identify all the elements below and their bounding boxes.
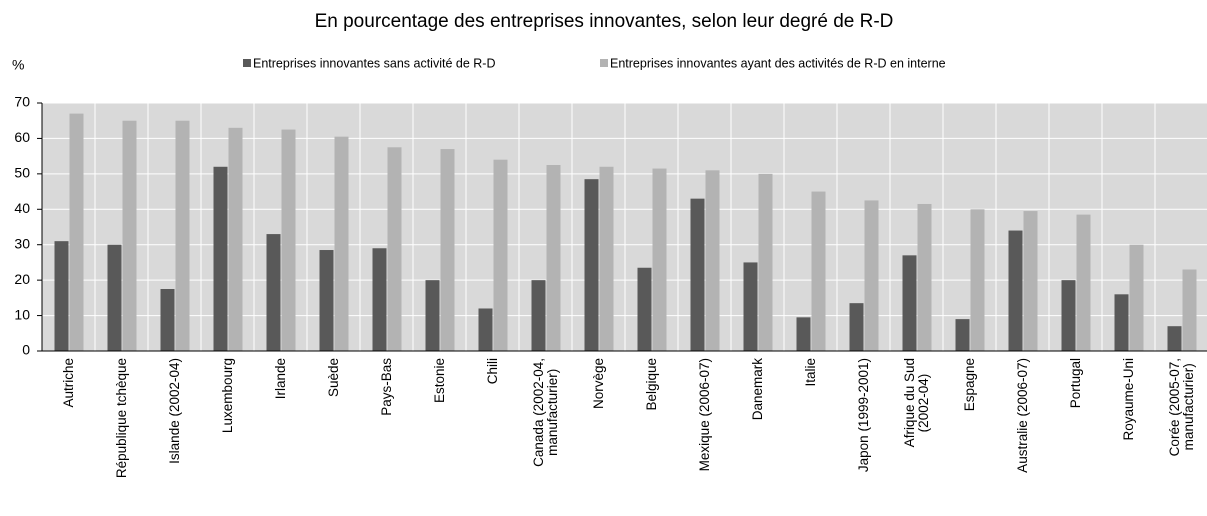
bar (758, 173, 773, 351)
y-tick-label: 50 (14, 165, 30, 181)
x-tick-label: Danemark (749, 358, 765, 421)
bar (902, 255, 917, 351)
y-axis-label: % (12, 57, 24, 73)
bar (1061, 280, 1076, 351)
bar (1114, 294, 1129, 351)
x-tick-label: Italie (802, 358, 818, 387)
legend-label: Entreprises innovantes sans activité de … (253, 56, 495, 70)
bar (705, 170, 720, 351)
x-tick-label: Canada (2002-04, manufacturier) (530, 358, 560, 467)
bar (917, 203, 932, 351)
x-tick-label: Japon (1999-2001) (855, 358, 871, 473)
bar (228, 127, 243, 351)
x-tick-label: Luxembourg (219, 358, 235, 434)
x-tick-label: Belgique (643, 358, 659, 411)
bar (266, 234, 281, 351)
x-tick-label: Espagne (961, 358, 977, 412)
x-tick-label: Suède (325, 358, 341, 398)
bar (440, 149, 455, 351)
bar (175, 120, 190, 351)
x-tick-label: Australie (2006-07) (1014, 358, 1030, 473)
bar (1182, 269, 1197, 351)
bar (281, 129, 296, 351)
bar (584, 179, 599, 351)
bar (478, 308, 493, 351)
bar (334, 136, 349, 351)
y-tick-label: 0 (22, 342, 30, 358)
bar (652, 168, 667, 351)
x-tick-label: Chili (484, 358, 500, 385)
legend-label: Entreprises innovantes ayant des activit… (610, 56, 946, 70)
bar (1008, 230, 1023, 351)
bar (1167, 326, 1182, 351)
x-tick-label: Estonie (431, 358, 447, 404)
bar (213, 166, 228, 351)
x-tick-label: Norvège (590, 358, 606, 410)
y-tick-label: 30 (14, 235, 30, 251)
x-tick-label: Pays-Bas (378, 358, 394, 416)
x-tick-label: Royaume-Uni (1120, 358, 1136, 441)
bar (849, 303, 864, 351)
x-tick-label: Mexique (2006-07) (696, 358, 712, 472)
bar (1023, 211, 1038, 351)
y-tick-label: 10 (14, 306, 30, 322)
x-tick-label: Afrique du Sud (2002-04) (901, 358, 931, 448)
bar (160, 289, 175, 351)
bar (387, 147, 402, 351)
bar (599, 166, 614, 351)
x-tick-label: Corée (2005-07, manufacturier) (1166, 358, 1196, 457)
bar (54, 241, 69, 351)
y-tick-label: 70 (14, 94, 30, 110)
bar (319, 250, 334, 351)
bar (546, 165, 561, 351)
bar (811, 191, 826, 351)
x-tick-label: Irlande (272, 358, 288, 400)
bar (372, 248, 387, 351)
bar (970, 209, 985, 351)
legend-swatch (243, 59, 251, 67)
bar (637, 267, 652, 351)
bar (690, 198, 705, 351)
chart-title: En pourcentage des entreprises innovante… (315, 11, 894, 32)
bar (955, 319, 970, 351)
x-tick-label: Islande (2002-04) (166, 358, 182, 464)
y-tick-label: 60 (14, 129, 30, 145)
bar (1076, 214, 1091, 351)
bar (493, 159, 508, 351)
bar (122, 120, 137, 351)
y-tick-label: 20 (14, 271, 30, 287)
bar (69, 113, 84, 351)
bar (1129, 244, 1144, 351)
x-tick-label: Autriche (60, 358, 76, 408)
bar (796, 317, 811, 351)
x-tick-label: République tchèque (113, 358, 129, 479)
y-tick-label: 40 (14, 200, 30, 216)
legend-swatch (600, 59, 608, 67)
bar (107, 244, 122, 351)
bar (864, 200, 879, 351)
bar (425, 280, 440, 351)
bar (531, 280, 546, 351)
bar (743, 262, 758, 351)
x-tick-label: Portugal (1067, 358, 1083, 409)
